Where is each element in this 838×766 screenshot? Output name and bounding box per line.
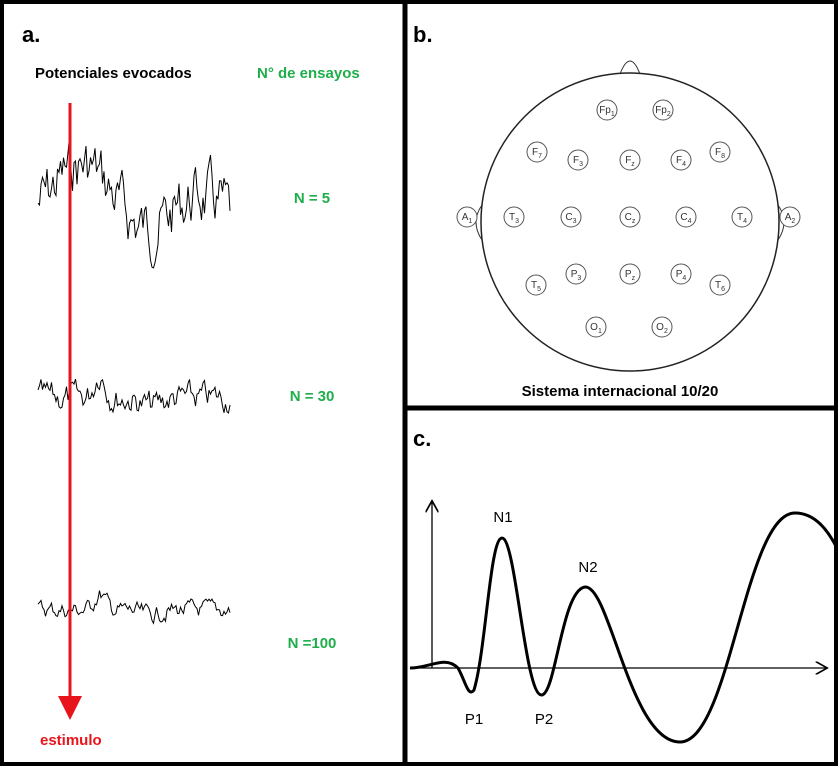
electrode-index: 1 [598,328,602,335]
electrode-index: 2 [667,111,671,118]
electrode-index: 2 [791,218,795,225]
electrode-index: 6 [721,286,725,293]
electrode-index: z [631,161,635,168]
electrode-index: 1 [468,218,472,225]
panel-label: c. [413,426,431,451]
stimulus-label: estimulo [40,732,102,749]
panel-label: b. [413,22,433,47]
eeg-trace [38,137,230,268]
eeg-trace [38,379,230,413]
heading: Potenciales evocados [35,65,192,82]
eeg-trace [38,591,230,624]
trace-label: N = 5 [294,190,330,207]
electrode-letter: Fp [599,105,611,116]
figure: a. Potenciales evocados N° de ensayos N … [0,0,838,766]
electrode-index: 5 [537,286,541,293]
traces: N = 5 N = 30 N =100 [38,137,336,652]
electrode-letter: Fp [655,105,667,116]
peak-label: P1 [465,711,483,728]
electrode-index: z [632,275,636,282]
electrode-letter: C [680,212,687,223]
erp-curve [410,513,838,742]
electrode-index: 3 [577,275,581,282]
peak-label: N1 [493,509,512,526]
peak-label: P2 [535,711,553,728]
electrode-index: 4 [743,218,747,225]
electrode-index: 4 [682,275,686,282]
electrode-index: 7 [538,153,542,160]
electrode-index: 3 [515,218,519,225]
trace-label: N = 30 [290,388,335,405]
electrode-index: 8 [721,153,725,160]
electrode-index: 4 [682,161,686,168]
electrode-letter: C [625,212,632,223]
electrode-index: 2 [664,328,668,335]
electrode-letter: C [565,212,572,223]
electrode-index: z [632,218,636,225]
electrode-index: 3 [573,218,577,225]
peak-label: N2 [578,559,597,576]
electrode-index: 3 [579,161,583,168]
electrode-index: 4 [688,218,692,225]
trace-label: N =100 [288,635,337,652]
panel-label: a. [22,22,40,47]
heading: N° de ensayos [257,65,360,82]
electrode-index: 1 [611,111,615,118]
nose [620,61,640,74]
caption: Sistema internacional 10/20 [522,383,719,400]
